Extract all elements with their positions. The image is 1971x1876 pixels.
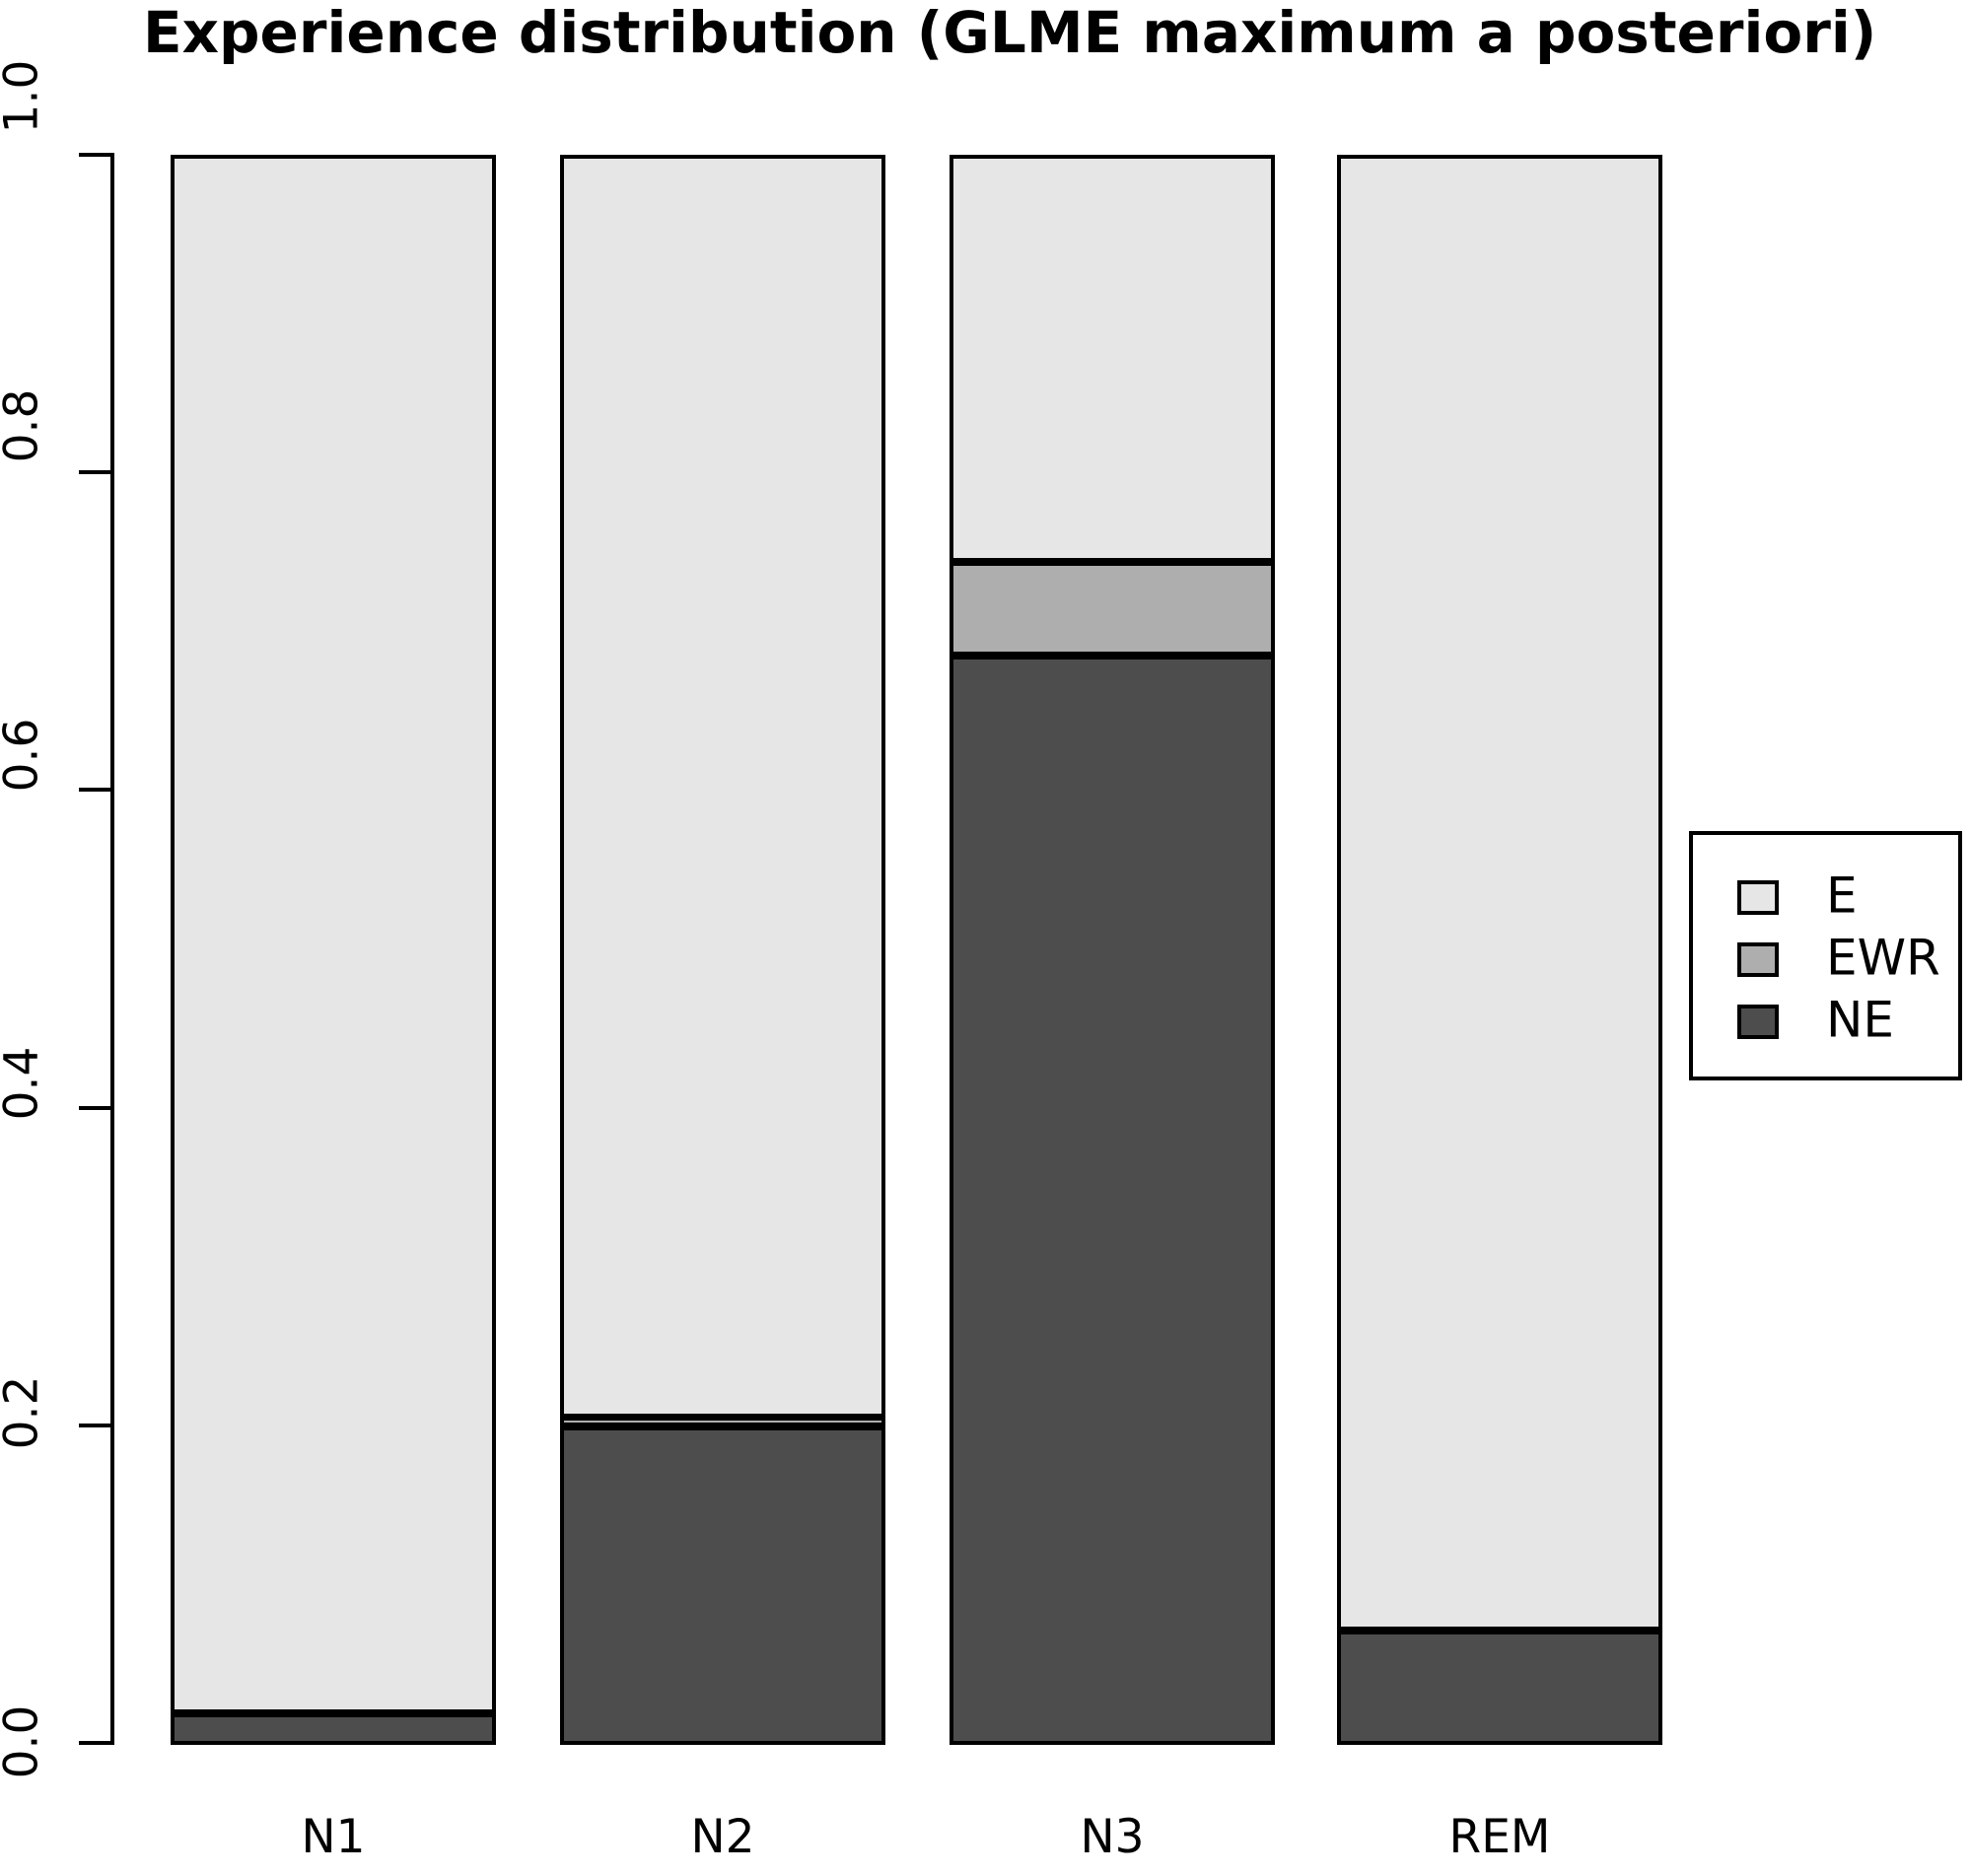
legend: E EWR NE [1689, 831, 1962, 1080]
y-axis-tick-label-0.2: 0.2 [0, 1375, 49, 1450]
y-axis-tick-0.0 [79, 1741, 113, 1745]
bar-n2-segment-ne [560, 1426, 885, 1745]
y-axis-tick-0.8 [79, 470, 113, 475]
y-axis-tick-0.6 [79, 788, 113, 793]
bar-n1-segment-e [171, 155, 496, 1713]
bar-rem-segment-e [1337, 155, 1662, 1631]
bar-n3 [950, 155, 1275, 1745]
y-axis-tick-label-1.0: 1.0 [0, 59, 49, 134]
legend-label-ewr: EWR [1826, 929, 1940, 987]
y-axis-tick-0.2 [79, 1423, 113, 1427]
bar-n3-segment-e [950, 155, 1275, 562]
bar-n2-segment-ewr [560, 1417, 885, 1426]
y-axis-tick-1.0 [79, 153, 113, 157]
y-axis-tick-label-0.4: 0.4 [0, 1047, 49, 1121]
x-axis-label-n2: N2 [690, 1810, 755, 1864]
y-axis-tick-0.4 [79, 1105, 113, 1110]
x-axis-label-n1: N1 [301, 1810, 366, 1864]
y-axis-tick-label-0.0: 0.0 [0, 1704, 49, 1779]
bar-n2 [560, 155, 885, 1745]
x-axis-label-rem: REM [1448, 1810, 1551, 1864]
bar-n2-segment-e [560, 155, 885, 1418]
legend-swatch-ewr [1737, 942, 1779, 977]
x-axis-label-n3: N3 [1080, 1810, 1145, 1864]
bar-n1-segment-ne [171, 1713, 496, 1745]
bar-n3-segment-ne [950, 656, 1275, 1745]
bar-n3-segment-ewr [950, 562, 1275, 656]
legend-label-e: E [1826, 867, 1858, 925]
y-axis-line [110, 153, 114, 1745]
bar-rem [1337, 155, 1662, 1745]
bar-n1 [171, 155, 496, 1745]
legend-label-ne: NE [1826, 991, 1894, 1049]
legend-swatch-ne [1737, 1005, 1779, 1039]
y-axis-tick-label-0.8: 0.8 [0, 388, 49, 463]
y-axis-tick-label-0.6: 0.6 [0, 718, 49, 792]
chart-title: Experience distribution (GLME maximum a … [143, 0, 1877, 66]
bar-rem-segment-ne [1337, 1631, 1662, 1745]
legend-swatch-e [1737, 880, 1779, 915]
